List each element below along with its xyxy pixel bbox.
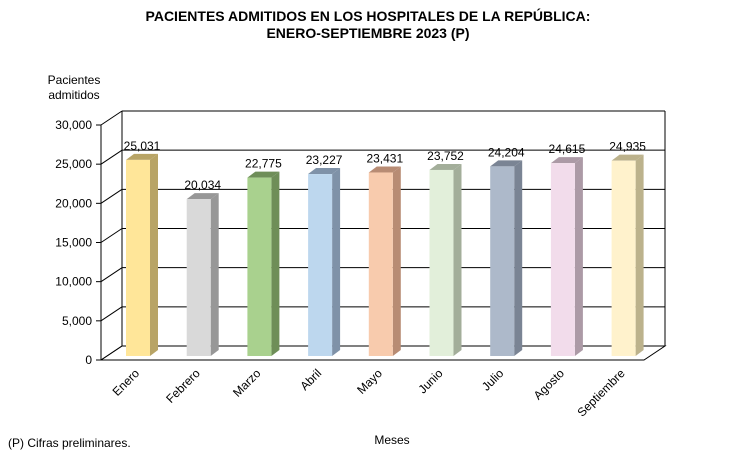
bar-top bbox=[186, 193, 219, 200]
data-label: 23,752 bbox=[427, 149, 464, 163]
bar-septiembre bbox=[611, 160, 636, 356]
bar-side bbox=[392, 166, 401, 356]
side-wall-gridline bbox=[100, 228, 123, 243]
data-label: 24,204 bbox=[488, 145, 525, 159]
bar-julio bbox=[490, 166, 515, 356]
y-tick-label: 25,000 bbox=[55, 157, 92, 171]
bar-side bbox=[271, 171, 280, 356]
y-tick-label: 20,000 bbox=[55, 196, 92, 210]
x-tick-label: Febrero bbox=[163, 366, 203, 406]
bar-top bbox=[308, 168, 341, 175]
y-axis-label-line2: admitidos bbox=[48, 88, 99, 102]
y-axis-label-line1: Pacientes bbox=[48, 73, 101, 87]
side-wall-gridline bbox=[100, 149, 123, 165]
x-tick-label: Abril bbox=[297, 366, 324, 393]
bar-side bbox=[635, 154, 644, 356]
data-label: 23,431 bbox=[366, 151, 403, 165]
side-wall-gridline bbox=[100, 306, 123, 322]
bar-side bbox=[514, 160, 523, 356]
bar-top bbox=[126, 153, 158, 160]
bar-junio bbox=[429, 169, 454, 356]
bar-mayo bbox=[368, 172, 393, 356]
bar-top bbox=[550, 157, 583, 164]
bar-top bbox=[490, 160, 523, 167]
y-tick-label: 30,000 bbox=[55, 118, 92, 132]
bar-top bbox=[429, 163, 462, 170]
footnote: (P) Cifras preliminares. bbox=[8, 436, 131, 450]
bar-side bbox=[332, 168, 341, 356]
x-tick-label: Septiembre bbox=[574, 366, 628, 420]
data-label: 24,935 bbox=[609, 140, 646, 154]
x-tick-label: Julio bbox=[479, 366, 507, 394]
bar-abril bbox=[308, 174, 333, 356]
bar-top bbox=[368, 166, 401, 173]
side-wall-gridline bbox=[100, 267, 123, 283]
bar-enero bbox=[126, 159, 150, 356]
bar-side bbox=[210, 193, 219, 356]
x-axis-label: Meses bbox=[374, 433, 409, 447]
data-label: 25,031 bbox=[124, 139, 161, 153]
side-wall-gridline bbox=[100, 345, 123, 361]
data-label: 23,227 bbox=[306, 153, 343, 167]
x-tick-label: Enero bbox=[110, 366, 143, 399]
x-tick-label: Junio bbox=[415, 366, 445, 396]
bar-febrero bbox=[186, 199, 211, 356]
chart-title-line2: ENERO-SEPTIEMBRE 2023 (P) bbox=[266, 25, 470, 41]
bar-side bbox=[453, 163, 462, 356]
bar-side bbox=[574, 157, 583, 356]
bar-side bbox=[150, 153, 158, 356]
x-tick-label: Mayo bbox=[354, 366, 385, 397]
chart-title-line1: PACIENTES ADMITIDOS EN LOS HOSPITALES DE… bbox=[145, 8, 591, 24]
bar-marzo bbox=[247, 177, 272, 356]
y-tick-label: 10,000 bbox=[55, 275, 92, 289]
data-label: 20,034 bbox=[184, 178, 221, 192]
y-tick-label: 0 bbox=[85, 353, 92, 367]
data-label: 24,615 bbox=[549, 142, 586, 156]
x-tick-label: Agosto bbox=[531, 366, 568, 403]
data-label: 22,775 bbox=[245, 157, 282, 171]
bar-agosto bbox=[550, 163, 575, 356]
bar-top bbox=[247, 171, 280, 178]
bar-top bbox=[611, 154, 644, 161]
y-tick-label: 15,000 bbox=[55, 236, 92, 250]
side-wall-gridline bbox=[100, 110, 123, 126]
x-tick-label: Marzo bbox=[230, 366, 264, 400]
side-wall-gridline bbox=[100, 188, 123, 204]
y-tick-label: 5,000 bbox=[62, 314, 92, 328]
